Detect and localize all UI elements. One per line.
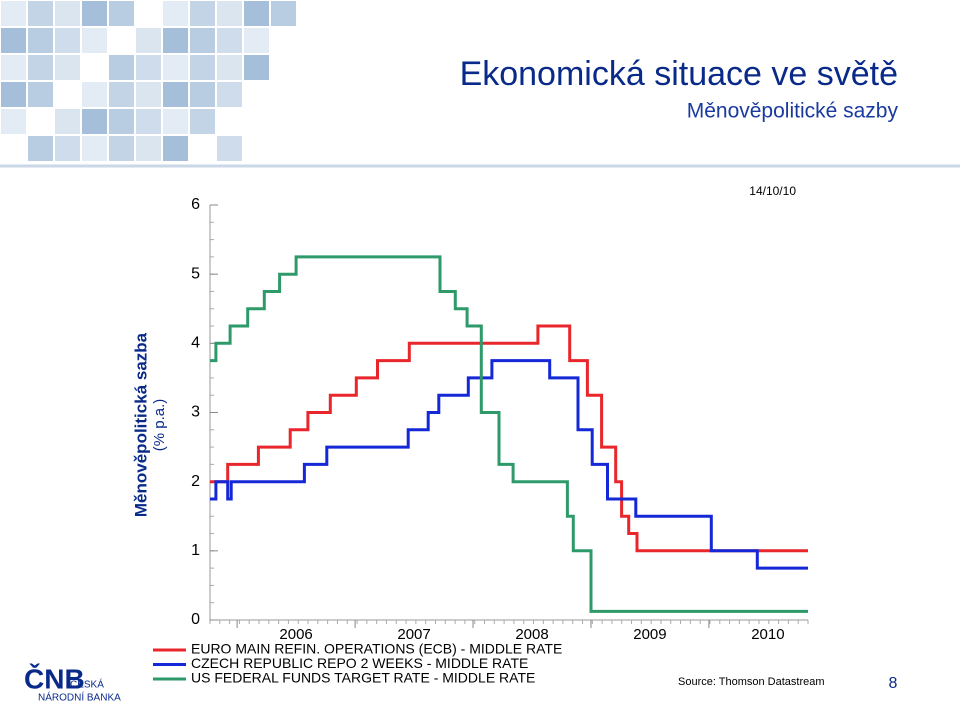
mosaic-tile	[163, 28, 188, 53]
mosaic-tile	[82, 1, 107, 26]
mosaic-tile	[109, 82, 134, 107]
mosaic-tile	[244, 28, 269, 53]
y-tick-label: 4	[191, 335, 200, 352]
header-mosaic	[1, 1, 296, 161]
series-line	[210, 359, 808, 570]
mosaic-tile	[163, 1, 188, 26]
mosaic-tile	[82, 136, 107, 161]
legend-label: US FEDERAL FUNDS TARGET RATE - MIDDLE RA…	[191, 670, 535, 686]
mosaic-tile	[190, 82, 215, 107]
mosaic-tile	[217, 28, 242, 53]
x-tick-label: 2008	[515, 626, 548, 643]
mosaic-tile	[109, 55, 134, 80]
y-tick-label: 1	[191, 542, 200, 559]
mosaic-tile	[109, 1, 134, 26]
page-number: 8	[889, 675, 898, 692]
mosaic-tile	[28, 1, 53, 26]
mosaic-tile	[271, 1, 296, 26]
y-axis-unit: (% p.a.)	[151, 399, 168, 452]
mosaic-tile	[109, 109, 134, 134]
mosaic-tile	[136, 82, 161, 107]
x-tick-label: 2010	[751, 626, 784, 643]
legend-label: CZECH REPUBLIC REPO 2 WEEKS - MIDDLE RAT…	[191, 655, 528, 671]
mosaic-tile	[217, 136, 242, 161]
mosaic-tile	[244, 55, 269, 80]
mosaic-tile	[55, 136, 80, 161]
y-axis-title: Měnověpolitická sazba	[131, 332, 150, 517]
mosaic-tile	[109, 136, 134, 161]
mosaic-tile	[190, 55, 215, 80]
x-tick-label: 2009	[633, 626, 666, 643]
mosaic-tile	[1, 82, 26, 107]
mosaic-tile	[28, 82, 53, 107]
mosaic-tile	[1, 1, 26, 26]
mosaic-tile	[28, 28, 53, 53]
logo-line1: ČESKÁ	[70, 678, 104, 691]
mosaic-tile	[28, 136, 53, 161]
mosaic-tile	[82, 82, 107, 107]
mosaic-tile	[190, 109, 215, 134]
legend-label: EURO MAIN REFIN. OPERATIONS (ECB) - MIDD…	[191, 641, 562, 657]
series-line	[210, 255, 808, 613]
mosaic-tile	[163, 55, 188, 80]
x-tick-label: 2006	[279, 626, 312, 643]
plot: 0 1 2 3 4 5 6 2006 2007 2008 2009 2010 EURO MAIN REF…	[153, 196, 809, 686]
source: Source: Thomson Datastream	[678, 676, 825, 688]
logo-line2: NÁRODNÍ BANKA	[38, 691, 121, 704]
y-tick-label: 0	[191, 611, 200, 628]
x-tick-label: 2007	[397, 626, 430, 643]
mosaic-tile	[1, 55, 26, 80]
y-tick-label: 3	[191, 404, 200, 421]
mosaic-tile	[190, 1, 215, 26]
subtitle: Měnověpolitické sazby	[687, 100, 899, 123]
mosaic-tile	[217, 82, 242, 107]
mosaic-tile	[82, 28, 107, 53]
mosaic-tile	[190, 28, 215, 53]
mosaic-tile	[136, 28, 161, 53]
mosaic-tile	[55, 28, 80, 53]
mosaic-tile	[28, 55, 53, 80]
mosaic-tile	[163, 136, 188, 161]
mosaic-tile	[1, 28, 26, 53]
y-tick-label: 6	[191, 196, 200, 213]
mosaic-tile	[244, 1, 269, 26]
date: 14/10/10	[749, 184, 796, 198]
mosaic-tile	[136, 136, 161, 161]
mosaic-tile	[163, 109, 188, 134]
title: Ekonomická situace ve světě	[460, 55, 898, 93]
mosaic-tile	[55, 55, 80, 80]
mosaic-tile	[136, 55, 161, 80]
y-tick-label: 2	[191, 473, 200, 490]
mosaic-tile	[1, 109, 26, 134]
mosaic-tile	[217, 55, 242, 80]
mosaic-tile	[136, 109, 161, 134]
mosaic-tile	[163, 82, 188, 107]
mosaic-tile	[55, 1, 80, 26]
mosaic-tile	[82, 109, 107, 134]
logo-abbr: ČNB	[24, 662, 85, 694]
y-tick-label: 5	[191, 265, 200, 282]
mosaic-tile	[217, 1, 242, 26]
mosaic-tile	[55, 109, 80, 134]
